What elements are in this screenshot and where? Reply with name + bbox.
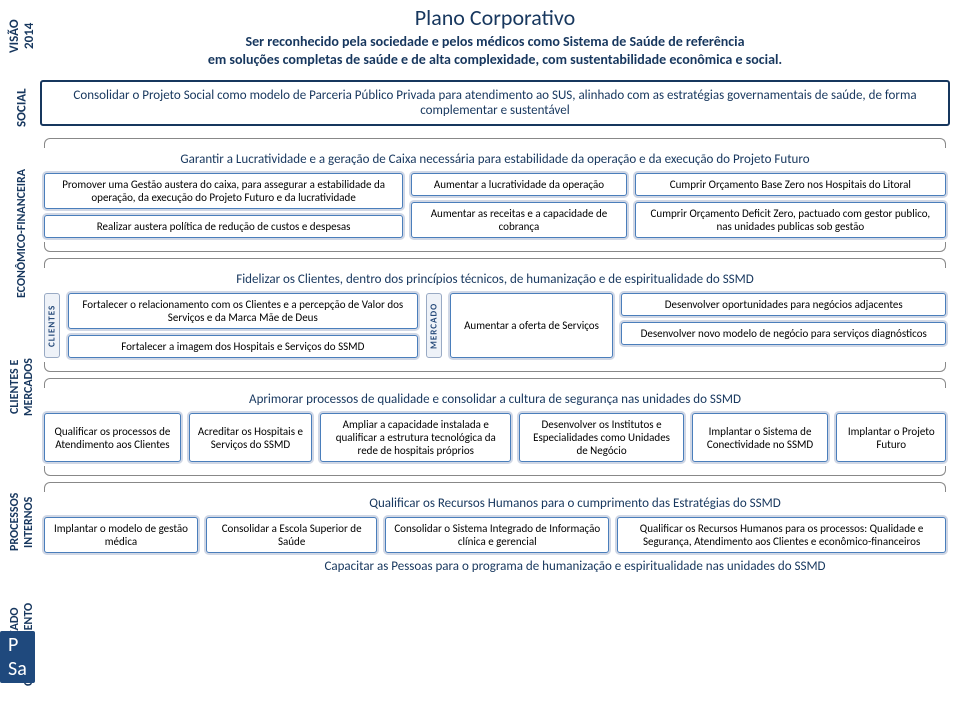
cli-l1: Fortalecer o relacionamento com os Clien… [68, 293, 418, 329]
mini-clientes: CLIENTES [44, 293, 60, 358]
bracket-fin-top [44, 138, 946, 148]
row-financeira: Promover uma Gestão austera do caixa, pa… [44, 173, 946, 238]
apr-b2: Consolidar a Escola Superior de Saúde [206, 517, 377, 553]
row-processos: Qualificar os processos de Atendimento a… [44, 413, 946, 462]
bracket-fin-bot [44, 242, 946, 252]
label-financeira: ECONÔMICO-FINANCEIRA [4, 168, 40, 298]
vision-line2: em soluções completas de saúde e de alta… [208, 51, 782, 68]
goal-aprendizado-top: Qualificar os Recursos Humanos para o cu… [200, 494, 950, 513]
vision-text: Ser reconhecido pela sociedade e pelos m… [40, 33, 950, 74]
apr-b3: Consolidar o Sistema Integrado de Inform… [385, 517, 609, 553]
fin-c1a: Promover uma Gestão austera do caixa, pa… [44, 173, 403, 209]
label-visao: VISÃO 2014 [4, 6, 40, 66]
bracket-cli-bot [44, 362, 946, 372]
label-social: SOCIAL [4, 76, 40, 140]
leftmark: P Sa [0, 631, 35, 683]
goal-clientes: Fidelizar os Clientes, dentro dos princí… [40, 270, 950, 289]
apr-b4: Qualificar os Recursos Humanos para os p… [617, 517, 946, 553]
proc-b4: Desenvolver os Institutos e Especialidad… [519, 413, 683, 462]
bracket-proc-bot [44, 466, 946, 476]
bracket-cli-top [44, 258, 946, 268]
label-processos: PROCESSOS INTERNOS [4, 466, 40, 578]
proc-b1: Qualificar os processos de Atendimento a… [44, 413, 181, 462]
proc-b3: Ampliar a capacidade instalada e qualifi… [320, 413, 511, 462]
goal-aprendizado-bot: Capacitar as Pessoas para o programa de … [200, 557, 950, 576]
apr-b1: Implantar o modelo de gestão médica [44, 517, 198, 553]
fin-c2b: Aumentar as receitas e a capacidade de c… [411, 202, 627, 238]
cli-l2: Fortalecer a imagem dos Hospitais e Serv… [68, 335, 418, 358]
cli-m1: Aumentar a oferta de Serviços [450, 293, 614, 358]
goal-processos: Aprimorar processos de qualidade e conso… [40, 390, 950, 409]
cli-m2: Desenvolver oportunidades para negócios … [621, 293, 946, 316]
row-aprendizado: Implantar o modelo de gestão médica Cons… [44, 517, 946, 553]
proc-b5: Implantar o Sistema de Conectividade no … [692, 413, 829, 462]
bracket-apr-top [44, 482, 946, 492]
proc-b6: Implantar o Projeto Futuro [836, 413, 946, 462]
leftmark-2: Sa [8, 657, 27, 681]
mini-mercado: MERCADO [426, 293, 442, 358]
proc-b2: Acreditar os Hospitais e Serviços do SSM… [189, 413, 312, 462]
goal-financeira: Garantir a Lucratividade e a geração de … [40, 150, 950, 169]
fin-c3a: Cumprir Orçamento Base Zero nos Hospitai… [635, 173, 946, 196]
bracket-proc-top [44, 378, 946, 388]
fin-c2a: Aumentar a lucratividade da operação [411, 173, 627, 196]
row-clientes: CLIENTES Fortalecer o relacionamento com… [44, 293, 946, 358]
fin-c3b: Cumprir Orçamento Deficit Zero, pactuado… [635, 202, 946, 238]
label-clientes: CLIENTES E MERCADOS [4, 332, 40, 442]
leftmark-1: P [8, 633, 18, 657]
fin-c1b: Realizar austera política de redução de … [44, 215, 403, 238]
page-title: Plano Corporativo [40, 0, 950, 33]
vision-line1: Ser reconhecido pela sociedade e pelos m… [245, 33, 744, 50]
cli-m3: Desenvolver novo modelo de negócio para … [621, 322, 946, 345]
box-social: Consolidar o Projeto Social como modelo … [40, 80, 950, 126]
